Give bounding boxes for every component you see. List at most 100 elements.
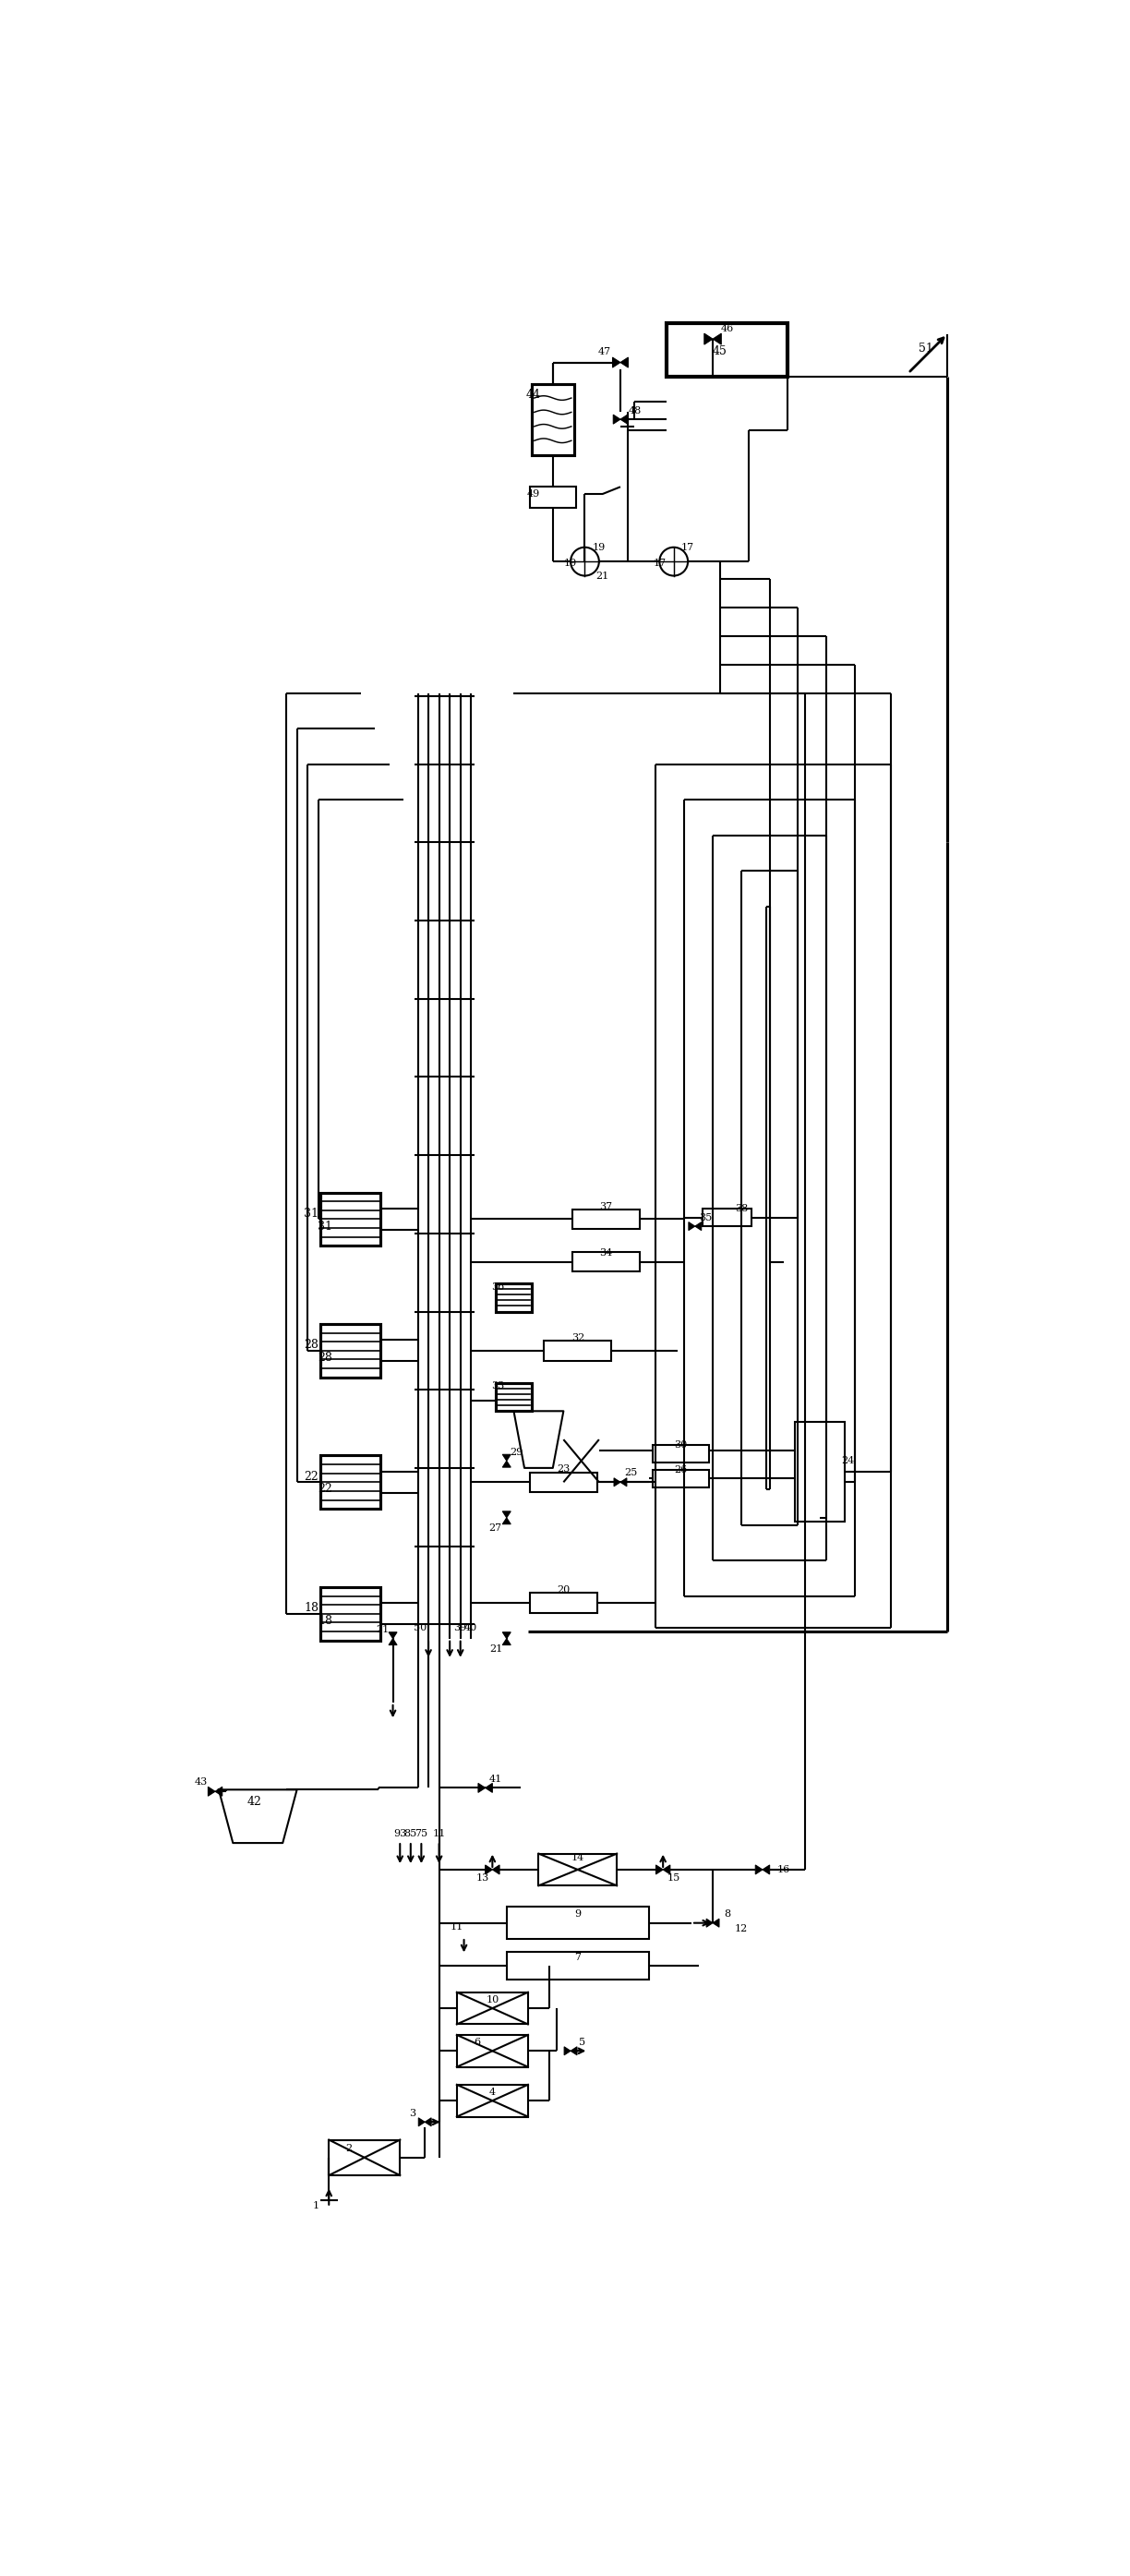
Text: 48: 48 — [628, 407, 641, 415]
Bar — [530, 1592, 598, 1613]
Polygon shape — [503, 1455, 511, 1461]
Text: 19: 19 — [592, 544, 606, 551]
Polygon shape — [208, 1788, 215, 1795]
Text: 30: 30 — [675, 1440, 687, 1450]
Text: 10: 10 — [486, 1996, 499, 2004]
Polygon shape — [389, 1633, 397, 1638]
Text: 29: 29 — [510, 1448, 523, 1458]
Text: 4: 4 — [489, 2087, 496, 2097]
Bar — [794, 1422, 844, 1522]
Polygon shape — [389, 1638, 397, 1646]
Text: 51: 51 — [919, 343, 933, 355]
Bar — [457, 2035, 528, 2066]
Text: 35: 35 — [699, 1213, 712, 1224]
Text: 32: 32 — [571, 1334, 584, 1342]
Bar — [496, 1283, 531, 1311]
Bar — [320, 1455, 381, 1510]
Text: 85: 85 — [405, 1829, 417, 1839]
Polygon shape — [503, 1461, 511, 1468]
Bar — [530, 1473, 598, 1492]
Polygon shape — [215, 1788, 223, 1795]
Text: 16: 16 — [777, 1865, 790, 1875]
Polygon shape — [655, 1865, 663, 1875]
Text: 93: 93 — [393, 1829, 407, 1839]
Polygon shape — [485, 1865, 493, 1875]
Polygon shape — [425, 2117, 432, 2125]
Text: 2: 2 — [346, 2143, 353, 2154]
Bar — [506, 1906, 649, 1940]
Text: 47: 47 — [598, 348, 611, 355]
Text: 22: 22 — [304, 1471, 319, 1481]
Text: 3: 3 — [409, 2110, 416, 2117]
Text: 8: 8 — [723, 1909, 730, 1919]
Text: 41: 41 — [489, 1775, 503, 1785]
Polygon shape — [564, 2048, 571, 2056]
Bar — [496, 1383, 531, 1412]
Text: 23: 23 — [557, 1466, 570, 1473]
Polygon shape — [503, 1638, 511, 1646]
Text: 50: 50 — [414, 1623, 426, 1633]
Bar — [457, 1991, 528, 2025]
Text: 21: 21 — [596, 572, 609, 580]
Polygon shape — [503, 1512, 511, 1517]
Text: 11: 11 — [433, 1829, 445, 1839]
Text: 9: 9 — [574, 1909, 581, 1919]
Bar — [320, 1193, 381, 1247]
Bar — [544, 1340, 611, 1360]
Polygon shape — [620, 1479, 627, 1486]
Text: 14: 14 — [571, 1852, 584, 1862]
Text: 44: 44 — [525, 389, 540, 399]
Bar — [573, 1252, 640, 1273]
Text: 42: 42 — [247, 1795, 261, 1808]
Polygon shape — [503, 1517, 511, 1525]
Text: 1: 1 — [313, 2202, 320, 2210]
Text: 21: 21 — [375, 1625, 389, 1636]
Text: 27: 27 — [488, 1522, 502, 1533]
Bar — [652, 1445, 710, 1463]
Polygon shape — [485, 1783, 493, 1793]
Text: 20: 20 — [557, 1587, 570, 1595]
Bar — [531, 384, 574, 456]
Text: 5: 5 — [579, 2038, 585, 2048]
Bar — [457, 2084, 528, 2117]
Text: 17: 17 — [681, 544, 695, 551]
Text: 24: 24 — [841, 1455, 854, 1466]
Text: 31: 31 — [318, 1221, 332, 1231]
Polygon shape — [614, 1479, 620, 1486]
Text: 7: 7 — [574, 1953, 581, 1963]
Bar — [702, 1208, 751, 1226]
Bar — [320, 1587, 381, 1641]
Text: 34: 34 — [600, 1249, 612, 1257]
Text: 31: 31 — [304, 1208, 319, 1218]
Text: 13: 13 — [476, 1873, 489, 1883]
Text: 21: 21 — [489, 1643, 503, 1654]
Text: 28: 28 — [318, 1352, 332, 1363]
Text: 38: 38 — [735, 1203, 748, 1213]
Polygon shape — [704, 332, 713, 345]
Polygon shape — [478, 1783, 485, 1793]
Polygon shape — [713, 1919, 719, 1927]
Bar — [530, 487, 576, 507]
Text: 43: 43 — [194, 1777, 208, 1788]
Text: 28: 28 — [304, 1340, 319, 1350]
Polygon shape — [688, 1221, 695, 1231]
Polygon shape — [620, 358, 628, 368]
Bar — [329, 2141, 400, 2174]
Text: 26: 26 — [675, 1466, 687, 1473]
Polygon shape — [706, 1919, 713, 1927]
Text: 36: 36 — [492, 1283, 505, 1291]
Text: 11: 11 — [450, 1922, 463, 1932]
Polygon shape — [493, 1865, 499, 1875]
Text: 19: 19 — [564, 559, 577, 569]
Text: 45: 45 — [713, 345, 728, 358]
Text: 37: 37 — [600, 1203, 612, 1211]
Polygon shape — [620, 415, 627, 425]
Text: 49: 49 — [527, 489, 540, 500]
Bar — [667, 325, 788, 376]
Polygon shape — [614, 415, 620, 425]
Text: 17: 17 — [653, 559, 666, 569]
Polygon shape — [571, 2048, 577, 2056]
Polygon shape — [418, 2117, 425, 2125]
Polygon shape — [695, 1221, 702, 1231]
Bar — [652, 1471, 710, 1486]
